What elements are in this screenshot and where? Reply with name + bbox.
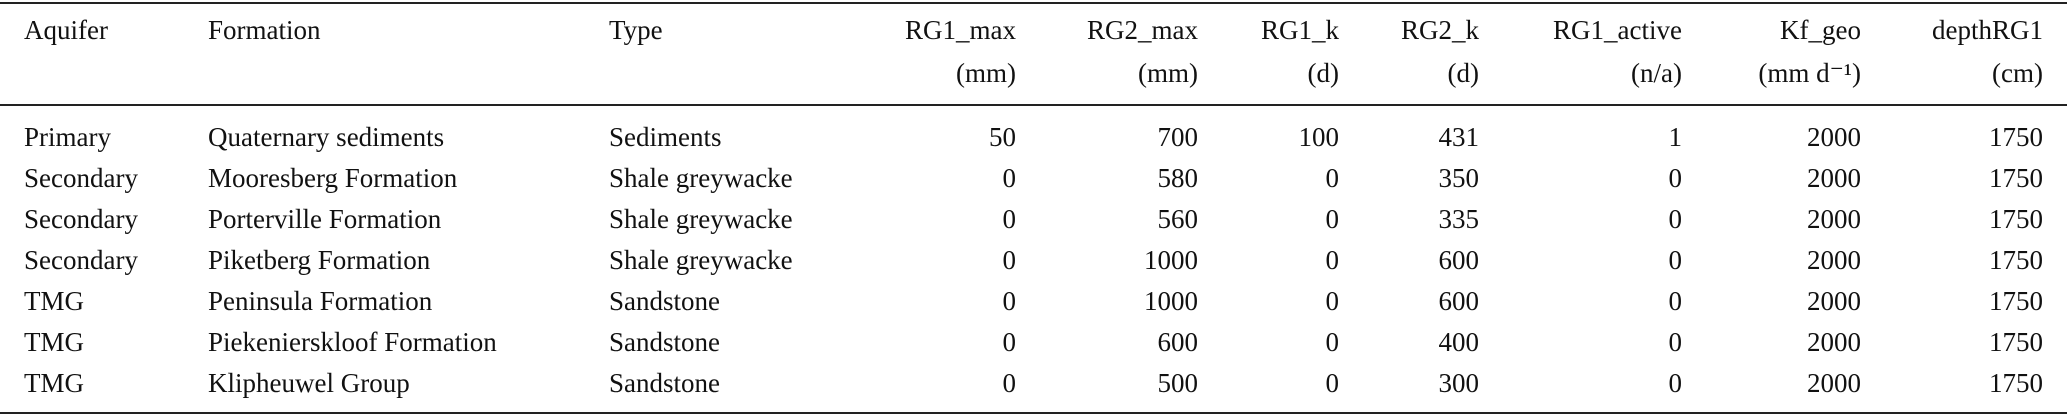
table-cell: 1000 — [1144, 245, 1198, 275]
column-unit: (mm d⁻¹) — [1758, 58, 1861, 88]
table-cell: Sediments — [609, 122, 722, 152]
table-cell: TMG — [24, 286, 84, 316]
table-cell: 1750 — [1989, 122, 2043, 152]
table-cell: 2000 — [1807, 327, 1861, 357]
table-cell: 100 — [1298, 122, 1340, 152]
table-cell: 0 — [1002, 245, 1017, 275]
table-cell: 600 — [1157, 327, 1199, 357]
table-cell: 2000 — [1807, 245, 1861, 275]
table-cell: 2000 — [1807, 368, 1861, 398]
table-cell: 2000 — [1807, 163, 1861, 193]
table-cell: Quaternary sediments — [208, 122, 445, 152]
table-cell: 0 — [1325, 163, 1340, 193]
table-cell: 0 — [1002, 204, 1017, 234]
column-header: Type — [609, 15, 663, 45]
table-cell: 50 — [989, 122, 1016, 152]
table-cell: Secondary — [24, 204, 138, 234]
table-cell: TMG — [24, 368, 84, 398]
table-cell: Mooresberg Formation — [208, 163, 458, 193]
table-cell: 600 — [1438, 245, 1480, 275]
table-cell: 1750 — [1989, 245, 2043, 275]
table-cell: 0 — [1325, 368, 1340, 398]
column-unit: (mm) — [956, 58, 1016, 88]
table-cell: 0 — [1002, 327, 1017, 357]
table-cell: 300 — [1438, 368, 1480, 398]
column-unit: (d) — [1447, 58, 1479, 88]
table-cell: 0 — [1002, 286, 1017, 316]
column-header: Aquifer — [24, 15, 108, 45]
table-cell: 1000 — [1144, 286, 1198, 316]
bottom-rule — [0, 412, 2067, 414]
table-cell: 0 — [1668, 245, 1683, 275]
table-cell: 1750 — [1989, 286, 2043, 316]
table-cell: 1 — [1668, 122, 1683, 152]
table-cell: 0 — [1668, 163, 1683, 193]
table-cell: 335 — [1438, 204, 1480, 234]
table-cell: Secondary — [24, 245, 138, 275]
table-cell: Shale greywacke — [609, 163, 793, 193]
table-cell: 350 — [1438, 163, 1480, 193]
table-cell: 0 — [1325, 327, 1340, 357]
table-cell: 0 — [1002, 163, 1017, 193]
table-cell: 2000 — [1807, 122, 1861, 152]
table-cell: 0 — [1668, 286, 1683, 316]
table-cell: 0 — [1325, 204, 1340, 234]
table-cell: Piketberg Formation — [208, 245, 431, 275]
column-header: RG1_k — [1260, 15, 1339, 45]
table-cell: Shale greywacke — [609, 204, 793, 234]
column-unit: (n/a) — [1631, 58, 1682, 88]
table-cell: 431 — [1438, 122, 1480, 152]
table-cell: 1750 — [1989, 163, 2043, 193]
table-cell: 0 — [1668, 368, 1683, 398]
table-cell: 560 — [1157, 204, 1199, 234]
table-cell: 400 — [1438, 327, 1480, 357]
table-cell: 0 — [1668, 327, 1683, 357]
table-cell: Secondary — [24, 163, 138, 193]
column-unit: (d) — [1307, 58, 1339, 88]
column-header: depthRG1 — [1932, 15, 2043, 45]
table-cell: 2000 — [1807, 204, 1861, 234]
column-header: RG1_max — [905, 15, 1016, 45]
table-cell: Primary — [24, 122, 111, 152]
column-header: RG1_active — [1553, 15, 1682, 45]
table-cell: 0 — [1325, 245, 1340, 275]
top-rule — [0, 2, 2067, 4]
table-cell: 1750 — [1989, 204, 2043, 234]
table-cell: 700 — [1157, 122, 1199, 152]
table-cell: 1750 — [1989, 327, 2043, 357]
header-rule — [0, 104, 2067, 106]
column-header: Kf_geo — [1780, 15, 1861, 45]
table-cell: Piekenierskloof Formation — [208, 327, 497, 357]
table-cell: 2000 — [1807, 286, 1861, 316]
table-cell: 580 — [1157, 163, 1199, 193]
column-header: RG2_k — [1400, 15, 1479, 45]
table-cell: 0 — [1668, 204, 1683, 234]
table-cell: 1750 — [1989, 368, 2043, 398]
table-cell: Peninsula Formation — [208, 286, 433, 316]
table-cell: Sandstone — [609, 286, 720, 316]
table-cell: 0 — [1325, 286, 1340, 316]
table-cell: Shale greywacke — [609, 245, 793, 275]
column-unit: (mm) — [1138, 58, 1198, 88]
column-header: RG2_max — [1087, 15, 1198, 45]
table-cell: Porterville Formation — [208, 204, 442, 234]
table-cell: TMG — [24, 327, 84, 357]
column-header: Formation — [208, 15, 321, 45]
table-cell: 0 — [1002, 368, 1017, 398]
table-cell: 500 — [1157, 368, 1199, 398]
table-cell: Klipheuwel Group — [208, 368, 410, 398]
table-cell: Sandstone — [609, 327, 720, 357]
table-cell: Sandstone — [609, 368, 720, 398]
table-cell: 600 — [1438, 286, 1480, 316]
column-unit: (cm) — [1992, 58, 2043, 88]
